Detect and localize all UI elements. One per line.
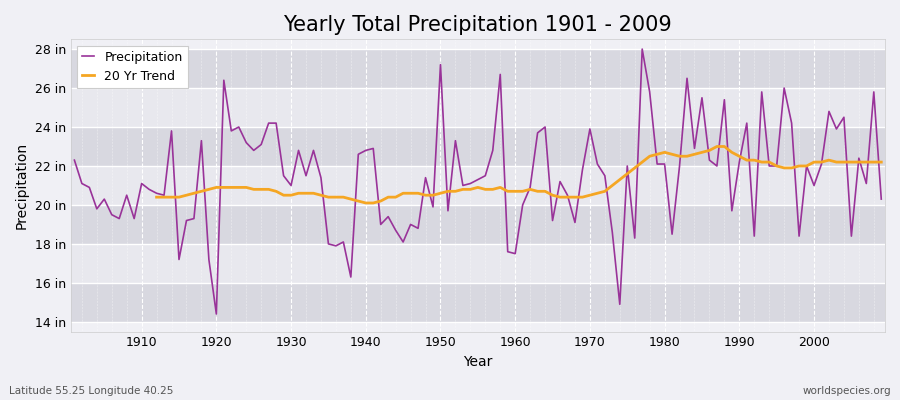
20 Yr Trend	[502, 189, 513, 194]
Text: worldspecies.org: worldspecies.org	[803, 386, 891, 396]
Bar	[71, 49, 885, 88]
Precipitation	[509, 251, 520, 256]
20 Yr Trend	[615, 177, 626, 182]
20 Yr Trend	[360, 200, 371, 205]
Precipitation	[518, 202, 528, 207]
Bar	[71, 127, 885, 166]
20 Yr Trend	[719, 144, 730, 149]
20 Yr Trend	[151, 195, 162, 200]
20 Yr Trend	[712, 144, 723, 149]
Bar	[71, 166, 885, 205]
Text: Latitude 55.25 Longitude 40.25: Latitude 55.25 Longitude 40.25	[9, 386, 174, 396]
Title: Yearly Total Precipitation 1901 - 2009: Yearly Total Precipitation 1901 - 2009	[284, 15, 672, 35]
Precipitation	[69, 158, 80, 162]
Bar	[71, 283, 885, 322]
Y-axis label: Precipitation: Precipitation	[15, 142, 29, 229]
20 Yr Trend	[562, 195, 573, 200]
Precipitation	[876, 197, 886, 202]
Bar	[71, 88, 885, 127]
Bar	[71, 244, 885, 283]
Precipitation	[301, 173, 311, 178]
20 Yr Trend	[196, 189, 207, 194]
Precipitation	[346, 275, 356, 280]
Line: 20 Yr Trend: 20 Yr Trend	[157, 146, 881, 203]
Bar	[71, 205, 885, 244]
Precipitation	[637, 47, 648, 52]
Line: Precipitation: Precipitation	[75, 49, 881, 314]
Precipitation	[607, 230, 617, 235]
Precipitation	[211, 312, 221, 316]
Legend: Precipitation, 20 Yr Trend: Precipitation, 20 Yr Trend	[76, 46, 188, 88]
20 Yr Trend	[211, 185, 221, 190]
X-axis label: Year: Year	[464, 355, 492, 369]
Precipitation	[129, 216, 140, 221]
20 Yr Trend	[876, 160, 886, 164]
